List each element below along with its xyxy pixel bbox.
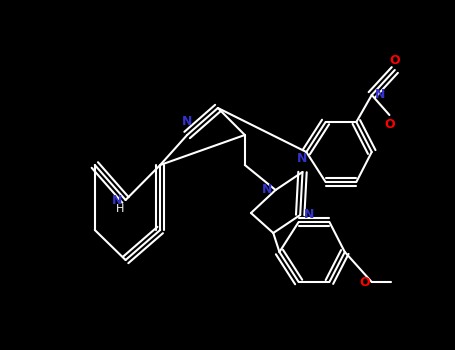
Text: H: H [116, 204, 124, 214]
Text: N: N [303, 209, 314, 222]
Text: O: O [384, 119, 395, 132]
Text: N: N [262, 183, 272, 196]
Text: N: N [111, 194, 122, 206]
Text: O: O [359, 275, 370, 288]
Text: N: N [182, 115, 192, 128]
Text: N: N [297, 152, 308, 165]
Text: O: O [389, 54, 400, 66]
Text: N: N [375, 89, 385, 101]
